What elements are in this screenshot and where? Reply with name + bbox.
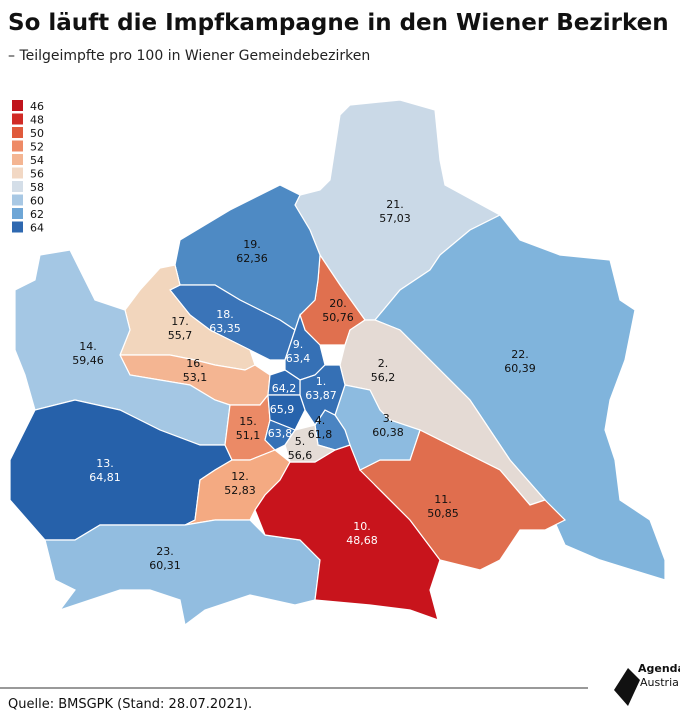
district-value: 62,36 (236, 252, 268, 265)
legend-swatch (12, 113, 23, 125)
district-value: 61,8 (308, 428, 333, 441)
district-number: 13. (96, 457, 114, 470)
district-area (284, 424, 337, 463)
district-number: 19. (243, 238, 261, 251)
legend-swatch (12, 194, 23, 206)
district-number: 20. (329, 297, 347, 310)
district-number: 5. (295, 435, 306, 448)
district-number: 22. (511, 348, 529, 361)
title: So läuft die Impfkampagne in den Wiener … (8, 10, 669, 36)
district-value: 52,83 (224, 484, 256, 497)
district-value: 63,8 (268, 427, 293, 440)
district-area (184, 449, 291, 526)
district-area (267, 394, 306, 431)
legend-label: 52 (30, 141, 44, 154)
district-number: 9. (293, 338, 304, 351)
district-area (374, 214, 666, 581)
district-number: 15. (239, 415, 257, 428)
district-value: 64,81 (89, 471, 121, 484)
legend-label: 58 (30, 181, 44, 194)
logo-text: Agenda (638, 662, 680, 675)
district-number: 4. (315, 414, 326, 427)
source: Quelle: BMSGPK (Stand: 28.07.2021). (8, 697, 252, 712)
legend-label: 64 (30, 222, 44, 235)
district-value: 48,68 (346, 534, 378, 547)
district-area (264, 419, 296, 451)
district-number: 10. (353, 520, 371, 533)
legend-label: 46 (30, 100, 44, 113)
legend-swatch (12, 140, 23, 152)
district-value: 59,46 (72, 354, 104, 367)
district-number: 17. (171, 315, 189, 328)
legend-swatch (12, 208, 23, 219)
district-value: 60,31 (149, 559, 181, 572)
district-value: 63,87 (305, 389, 337, 402)
district-number: 14. (79, 340, 97, 353)
district-value: 63,4 (286, 352, 311, 365)
district-value: 56,2 (371, 371, 396, 384)
logo-mark (614, 668, 640, 706)
district-number: 16. (186, 357, 204, 370)
district-number: 18. (216, 308, 234, 321)
legend-swatch (12, 154, 23, 165)
district-value: 63,35 (209, 322, 241, 335)
legend-label: 54 (30, 154, 44, 167)
logo-text: Austria (640, 676, 679, 689)
district-area (267, 369, 301, 396)
district-value: 55,7 (168, 329, 193, 342)
district-value: 50,76 (322, 311, 354, 324)
legend-label: 56 (30, 168, 44, 181)
district-value: 57,03 (379, 212, 411, 225)
district-value: 50,85 (427, 507, 459, 520)
district-value: 60,39 (504, 362, 536, 375)
district-value: 64,2 (272, 382, 297, 395)
district-number: 12. (231, 470, 249, 483)
subtitle: – Teilgeimpfte pro 100 in Wiener Gemeind… (8, 48, 370, 64)
district-number: 2. (378, 357, 389, 370)
district-value: 60,38 (372, 426, 404, 439)
legend-swatch (12, 181, 23, 192)
legend-swatch (12, 100, 23, 111)
district-value: 51,1 (236, 429, 261, 442)
legend-label: 48 (30, 114, 44, 127)
district-area (44, 519, 321, 627)
district-number: 11. (434, 493, 452, 506)
legend-label: 60 (30, 195, 44, 208)
district-value: 65,9 (270, 403, 295, 416)
legend-swatch (12, 167, 23, 179)
legend-label: 62 (30, 208, 44, 221)
district-value: 53,1 (183, 371, 208, 384)
legend-label: 50 (30, 127, 44, 140)
district-number: 3. (383, 412, 394, 425)
district-number: 21. (386, 198, 404, 211)
legend-swatch (12, 221, 23, 233)
district-value: 56,6 (288, 449, 313, 462)
district-number: 1. (316, 375, 327, 388)
district-number: 23. (156, 545, 174, 558)
legend-swatch (12, 127, 23, 138)
